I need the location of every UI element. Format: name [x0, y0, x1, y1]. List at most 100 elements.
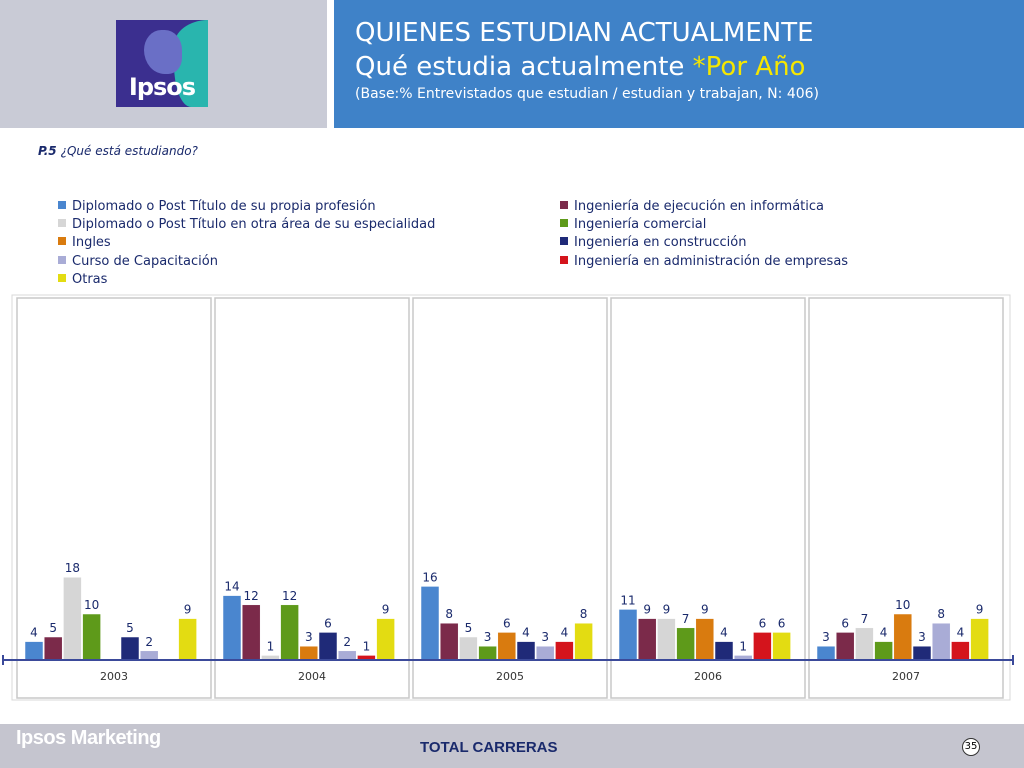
legend-swatch [58, 274, 66, 282]
legend-item: Ingles [58, 235, 111, 251]
bar [555, 641, 574, 661]
bar-value-label: 10 [895, 598, 910, 612]
bar [912, 645, 932, 661]
bar [574, 622, 593, 661]
bar [63, 576, 82, 661]
bar-value-label: 1 [363, 639, 371, 653]
legend-item: Ingeniería en construcción [560, 235, 747, 251]
bar [753, 632, 772, 661]
legend-label: Diplomado o Post Título en otra área de … [72, 217, 436, 232]
legend-swatch [58, 256, 66, 264]
legend-label: Ingeniería comercial [574, 217, 707, 232]
bar-value-label: 4 [957, 626, 965, 640]
title-highlight-text: *Por Año [692, 52, 806, 82]
bar [318, 632, 338, 661]
bar [139, 650, 159, 661]
bar-value-label: 18 [65, 561, 80, 575]
bar [695, 618, 715, 661]
legend-item: Curso de Capacitación [58, 254, 218, 270]
bar-value-label: 8 [445, 607, 453, 621]
bar-value-label: 3 [541, 630, 549, 644]
bar [931, 622, 951, 661]
footer-total-label: TOTAL CARRERAS [420, 739, 558, 756]
x-tick-label: 2006 [694, 670, 722, 683]
footer-brand: Ipsos Marketing [16, 727, 161, 749]
bar [478, 645, 497, 661]
legend-label: Otras [72, 272, 108, 287]
x-tick-label: 2004 [298, 670, 326, 683]
bar-value-label: 5 [465, 621, 473, 635]
ipsos-logo: Ipsos [116, 20, 208, 107]
legend-item: Diplomado o Post Título en otra área de … [58, 217, 435, 233]
bar [337, 650, 357, 661]
legend-swatch [58, 237, 66, 245]
bar-value-label: 6 [778, 616, 786, 630]
bar-value-label: 7 [682, 612, 690, 626]
bar [516, 641, 536, 661]
bar-value-label: 2 [145, 635, 153, 649]
bar [439, 622, 459, 661]
question-code: P.5 [38, 144, 57, 158]
bar [241, 604, 261, 661]
bar-value-label: 9 [643, 603, 651, 617]
bar-value-label: 3 [918, 630, 926, 644]
bar [855, 627, 874, 661]
page-number: 35 [962, 738, 980, 756]
logo-panel: Ipsos [0, 0, 327, 128]
legend-label: Ingeniería de ejecución en informática [574, 199, 825, 214]
legend-item: Ingeniería comercial [560, 217, 706, 233]
bar-value-label: 9 [184, 603, 192, 617]
legend-swatch [560, 219, 568, 227]
bar [676, 627, 695, 661]
base-note: (Base:% Entrevistados que estudian / est… [355, 86, 820, 102]
bar-value-label: 1 [267, 639, 275, 653]
footer-bar [0, 724, 1024, 768]
bar-value-label: 2 [343, 635, 351, 649]
bar-value-label: 9 [976, 603, 984, 617]
bar-value-label: 16 [422, 570, 437, 584]
bar-value-label: 12 [282, 589, 297, 603]
legend-label: Ingeniería en construcción [574, 235, 747, 250]
bar-value-label: 5 [49, 621, 57, 635]
bar-value-label: 6 [324, 616, 332, 630]
bar-value-label: 9 [382, 603, 390, 617]
legend-swatch [560, 237, 568, 245]
bar-value-label: 8 [580, 607, 588, 621]
bar [893, 613, 913, 661]
bar-value-label: 4 [880, 626, 888, 640]
bar-value-label: 6 [759, 616, 767, 630]
bar-value-label: 7 [861, 612, 869, 626]
legend-swatch [560, 201, 568, 209]
bar-value-label: 3 [484, 630, 492, 644]
logo-head-icon [144, 30, 182, 74]
bar [459, 636, 478, 661]
legend-label: Curso de Capacitación [72, 254, 218, 269]
bar-value-label: 10 [84, 598, 99, 612]
bar [82, 613, 101, 661]
bar-value-label: 12 [244, 589, 259, 603]
bar [376, 618, 395, 661]
bar [222, 595, 242, 661]
bar [24, 641, 44, 661]
bar-value-label: 9 [663, 603, 671, 617]
legend-item: Ingeniería en administración de empresas [560, 254, 848, 270]
logo-wordmark: Ipsos [128, 73, 196, 101]
bar-value-label: 3 [305, 630, 313, 644]
legend-item: Ingeniería de ejecución en informática [560, 199, 824, 215]
bar [874, 641, 893, 661]
bar [618, 609, 638, 661]
page-subtitle-title: Qué estudia actualmente *Por Año [355, 52, 805, 82]
page-title: QUIENES ESTUDIAN ACTUALMENTE [355, 18, 814, 48]
legend-swatch [58, 201, 66, 209]
bar [637, 618, 657, 661]
bar-value-label: 8 [937, 607, 945, 621]
bar [420, 586, 440, 661]
bar [714, 641, 734, 661]
legend-label: Ingeniería en administración de empresas [574, 254, 849, 269]
question-label: P.5 ¿Qué está estudiando? [38, 144, 198, 158]
bar-value-label: 4 [720, 626, 728, 640]
legend-label: Ingles [72, 235, 111, 250]
bar-value-label: 6 [503, 616, 511, 630]
bar [178, 618, 197, 661]
